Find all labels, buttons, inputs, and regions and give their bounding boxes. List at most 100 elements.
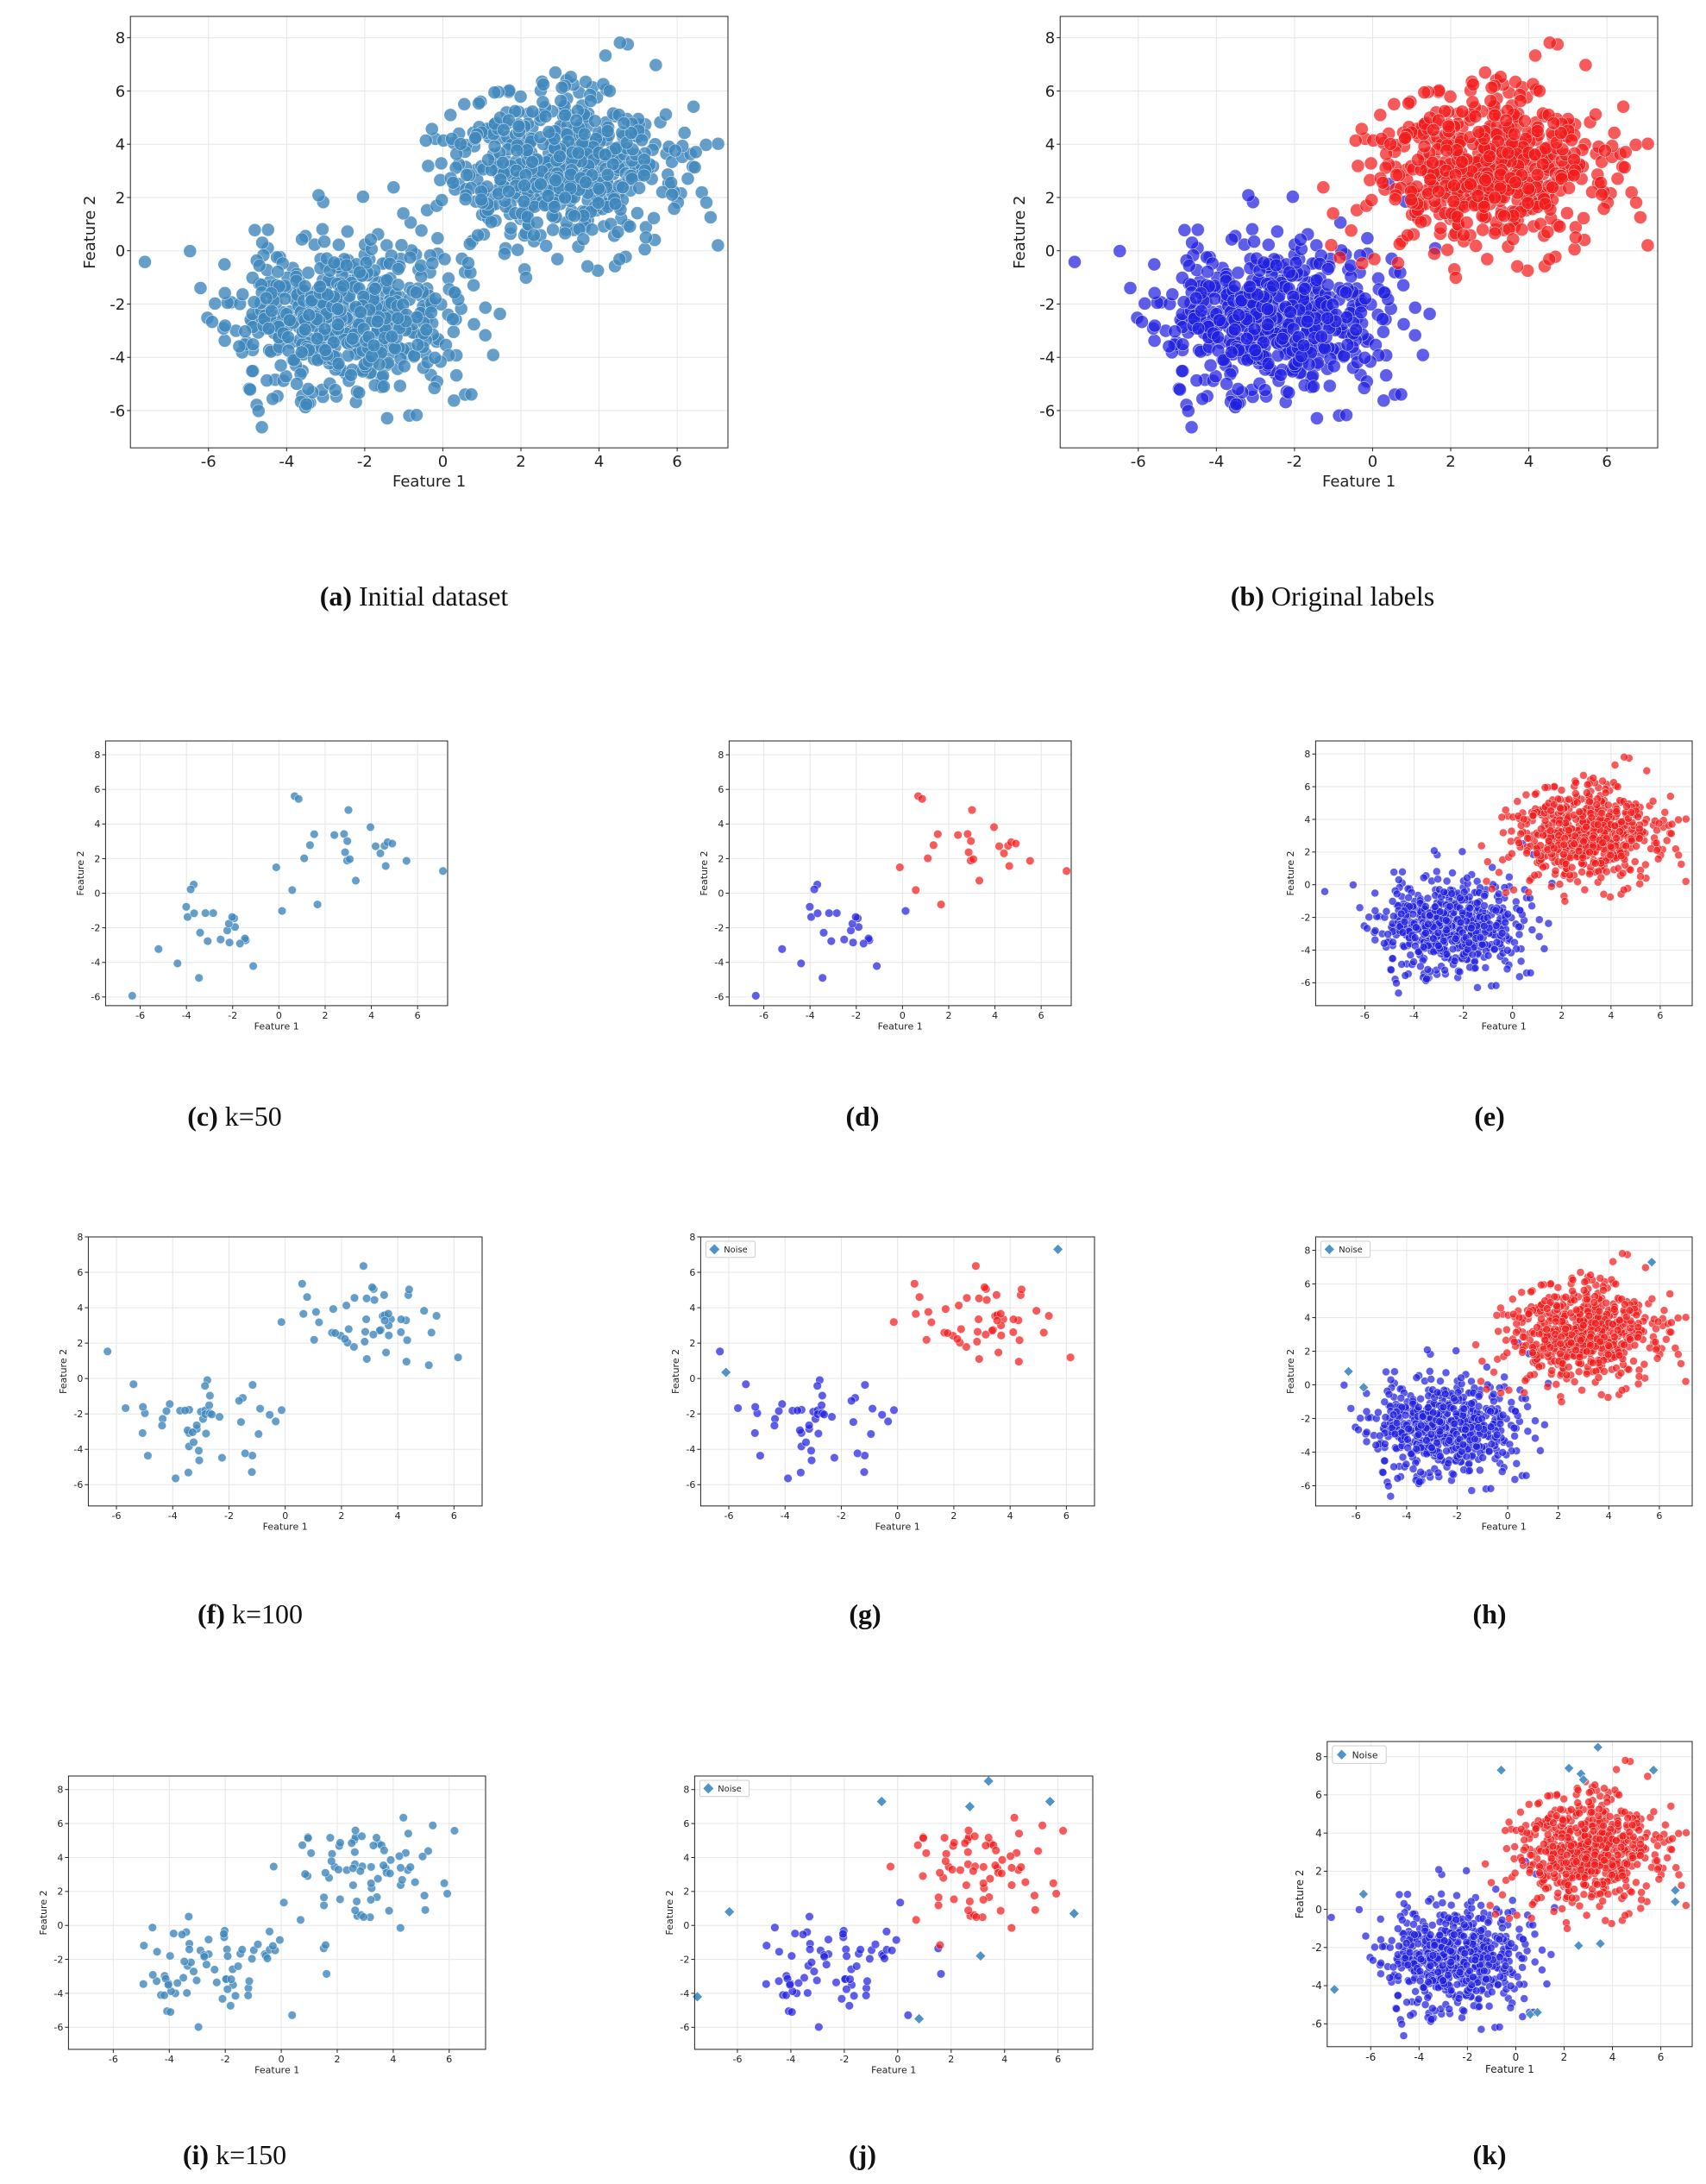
x-tick-label: 2 — [950, 1510, 956, 1522]
data-point — [1225, 232, 1239, 247]
data-point — [1618, 145, 1633, 160]
y-tick-label: 8 — [116, 29, 125, 47]
data-point — [1396, 1394, 1406, 1403]
data-point — [1592, 800, 1602, 809]
data-point — [664, 176, 678, 190]
x-tick-label: -4 — [1409, 1010, 1419, 1021]
data-point — [1248, 343, 1262, 357]
data-point — [511, 119, 526, 134]
data-point — [1015, 1335, 1025, 1345]
y-tick-label: -2 — [91, 922, 100, 933]
data-point — [1360, 231, 1375, 246]
data-point — [1427, 1375, 1435, 1384]
y-axis-label: Feature 2 — [75, 850, 86, 895]
x-tick-label: 4 — [368, 1010, 374, 1021]
data-point — [711, 238, 725, 253]
data-point — [751, 991, 761, 1001]
data-point — [1488, 108, 1502, 122]
data-point — [517, 194, 531, 209]
data-point — [1383, 930, 1392, 938]
x-tick-label: -6 — [1131, 453, 1146, 471]
data-point — [1414, 1403, 1423, 1412]
data-point — [1298, 281, 1312, 296]
grid-lines — [729, 741, 1071, 1006]
data-point — [1227, 323, 1242, 336]
data-point — [1681, 814, 1690, 824]
data-point — [1562, 181, 1576, 195]
x-axis-label: Feature 1 — [263, 1521, 308, 1532]
data-point — [1307, 380, 1320, 393]
data-point — [1428, 1408, 1438, 1417]
caption-letter: (c) — [187, 1101, 218, 1132]
data-point — [1566, 168, 1581, 183]
data-point — [1613, 782, 1622, 791]
data-point — [265, 304, 279, 318]
data-point — [253, 259, 267, 273]
data-point — [1227, 279, 1242, 293]
data-point — [1677, 860, 1686, 869]
data-point — [580, 259, 595, 273]
data-point — [396, 206, 411, 221]
data-point — [1376, 176, 1390, 190]
data-point — [1567, 242, 1582, 256]
data-point — [733, 1403, 743, 1413]
data-point — [352, 386, 367, 400]
data-point — [1450, 1419, 1459, 1428]
data-point — [1546, 882, 1556, 891]
data-point — [600, 167, 615, 182]
data-point — [1575, 807, 1584, 816]
data-points — [1339, 1249, 1690, 1501]
data-point — [1492, 938, 1502, 947]
data-point — [1509, 885, 1518, 894]
data-point — [246, 337, 260, 352]
data-point — [331, 356, 346, 371]
data-point — [1512, 1459, 1521, 1468]
data-point — [1483, 1363, 1491, 1371]
data-point — [1450, 957, 1459, 965]
data-point — [1411, 153, 1425, 166]
data-point — [1457, 228, 1471, 242]
data-point — [1474, 1392, 1483, 1401]
data-point — [1032, 1306, 1041, 1315]
data-point — [194, 1456, 204, 1465]
data-point — [1480, 891, 1489, 901]
data-point — [1430, 846, 1439, 856]
data-point — [647, 211, 661, 225]
x-tick-label: -2 — [1287, 453, 1302, 471]
data-point — [1491, 921, 1501, 930]
data-point — [1550, 781, 1559, 791]
data-point — [1388, 897, 1397, 906]
data-point — [361, 1315, 371, 1324]
data-point — [429, 292, 442, 306]
data-point — [1619, 885, 1628, 894]
data-point — [668, 143, 682, 158]
data-point — [1390, 1367, 1399, 1376]
data-point — [859, 938, 869, 948]
data-point — [192, 1421, 202, 1430]
data-point — [1283, 265, 1296, 279]
y-tick-label: 6 — [1045, 83, 1055, 101]
x-tick-label: 0 — [894, 1510, 900, 1522]
data-point — [1377, 324, 1390, 339]
data-point — [1478, 940, 1487, 949]
data-point — [207, 1409, 216, 1419]
panel-d: -6 -4 -2 0 2 4 6 -6 -4 -2 0 2 4 6 8 Feature 1 Feature 2 — [697, 737, 1076, 1035]
data-point — [1310, 411, 1324, 425]
data-point — [1412, 1373, 1421, 1382]
data-point — [609, 141, 623, 155]
data-point — [1416, 1421, 1426, 1430]
data-point — [1467, 1486, 1477, 1495]
data-point — [1583, 788, 1591, 797]
data-point — [1617, 818, 1626, 826]
data-point — [1320, 262, 1335, 276]
data-point — [1508, 175, 1522, 190]
y-tick-label: -2 — [73, 1409, 83, 1420]
data-point — [193, 281, 208, 295]
data-point — [996, 1331, 1006, 1340]
y-tick-label: 6 — [689, 1267, 695, 1278]
panel-a: -6 -4 -2 0 2 4 6 -6 -4 -2 0 2 4 6 8 Feature 1 Feature 2 — [78, 13, 733, 496]
data-point — [1426, 155, 1439, 170]
data-point — [1274, 367, 1288, 382]
data-point — [1389, 912, 1398, 920]
data-point — [379, 1290, 389, 1300]
